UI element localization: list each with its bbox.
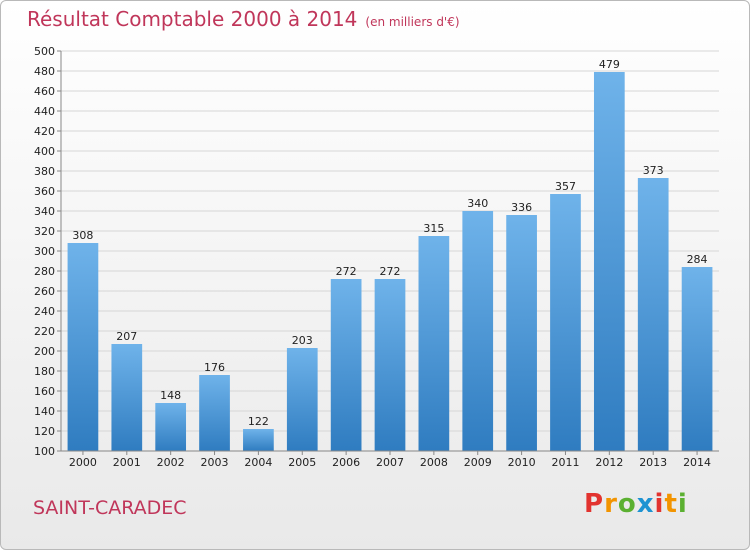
chart-title: Résultat Comptable 2000 à 2014 (en millie… [27,7,460,31]
logo-letter: o [617,489,637,519]
bar-2013 [637,178,669,451]
x-tick-label: 2004 [244,456,272,469]
y-tick-label: 480 [34,65,55,78]
commune-name: SAINT-CARADEC [33,497,187,519]
data-label-2014: 284 [687,253,708,266]
data-label-2011: 357 [555,180,576,193]
data-label-2001: 207 [116,330,137,343]
bar-2012 [593,72,625,451]
x-tick-label: 2001 [113,456,141,469]
bar-2003 [199,375,230,451]
data-label-2013: 373 [643,164,664,177]
data-label-2008: 315 [423,222,444,235]
x-tick-label: 2012 [595,456,623,469]
bars [67,72,713,451]
data-label-2010: 336 [511,201,532,214]
y-axis-ticks: 1001201401601802002202402602803003203403… [34,45,719,458]
y-tick-label: 260 [34,285,55,298]
y-tick-label: 120 [34,425,55,438]
bar-2001 [111,344,143,451]
data-label-2000: 308 [72,229,93,242]
data-labels: 308 207 148 176 122 203 272 272 315 340 336 357 479 3… [72,58,707,428]
bar-2004 [243,429,274,451]
data-label-2012: 479 [599,58,620,71]
logo-letter: i [677,489,688,519]
bar-2011 [550,194,581,451]
y-tick-label: 440 [34,105,55,118]
logo-letter: t [664,489,678,519]
data-label-2009: 340 [467,197,488,210]
data-label-2005: 203 [292,334,313,347]
x-tick-label: 2006 [332,456,360,469]
bar-2000 [67,243,99,451]
x-tick-label: 2007 [376,456,404,469]
x-tick-label: 2002 [157,456,185,469]
y-tick-label: 400 [34,145,55,158]
x-tick-label: 2003 [201,456,229,469]
x-tick-label: 2008 [420,456,448,469]
y-tick-label: 240 [34,305,55,318]
logo-letter: i [654,489,665,519]
data-label-2004: 122 [248,415,269,428]
y-tick-label: 460 [34,85,55,98]
bar-2010 [506,215,537,451]
bar-2005 [286,348,318,451]
data-label-2003: 176 [204,361,225,374]
logo-letter: x [636,489,655,519]
y-tick-label: 380 [34,165,55,178]
y-tick-label: 140 [34,405,55,418]
x-tick-label: 2009 [464,456,492,469]
y-tick-label: 340 [34,205,55,218]
chart-subtitle: (en milliers d'€) [365,15,460,29]
bar-2006 [330,279,362,451]
bar-2002 [155,403,187,451]
x-tick-label: 2010 [508,456,536,469]
data-label-2007: 272 [380,265,401,278]
bar-2009 [462,211,494,451]
data-label-2002: 148 [160,389,181,402]
bar-2007 [374,279,406,451]
bar-2014 [681,267,713,451]
y-tick-label: 280 [34,265,55,278]
y-tick-label: 300 [34,245,55,258]
y-tick-label: 420 [34,125,55,138]
x-tick-label: 2013 [639,456,667,469]
proxiti-logo: Proxiti [584,489,688,519]
y-tick-label: 320 [34,225,55,238]
logo-letter: P [584,489,605,519]
x-tick-label: 2011 [551,456,579,469]
y-tick-label: 100 [34,445,55,458]
y-tick-label: 160 [34,385,55,398]
bar-2008 [418,236,450,451]
y-tick-label: 200 [34,345,55,358]
data-label-2006: 272 [336,265,357,278]
y-tick-label: 180 [34,365,55,378]
x-tick-label: 2005 [288,456,316,469]
x-tick-label: 2014 [683,456,711,469]
y-tick-label: 220 [34,325,55,338]
logo-letter: r [604,489,618,519]
x-axis-ticks: 2000 2001 2002 2003 2004 2005 2006 2007 2008 2009… [69,451,711,469]
x-tick-label: 2000 [69,456,97,469]
y-tick-label: 500 [34,45,55,58]
y-tick-label: 360 [34,185,55,198]
